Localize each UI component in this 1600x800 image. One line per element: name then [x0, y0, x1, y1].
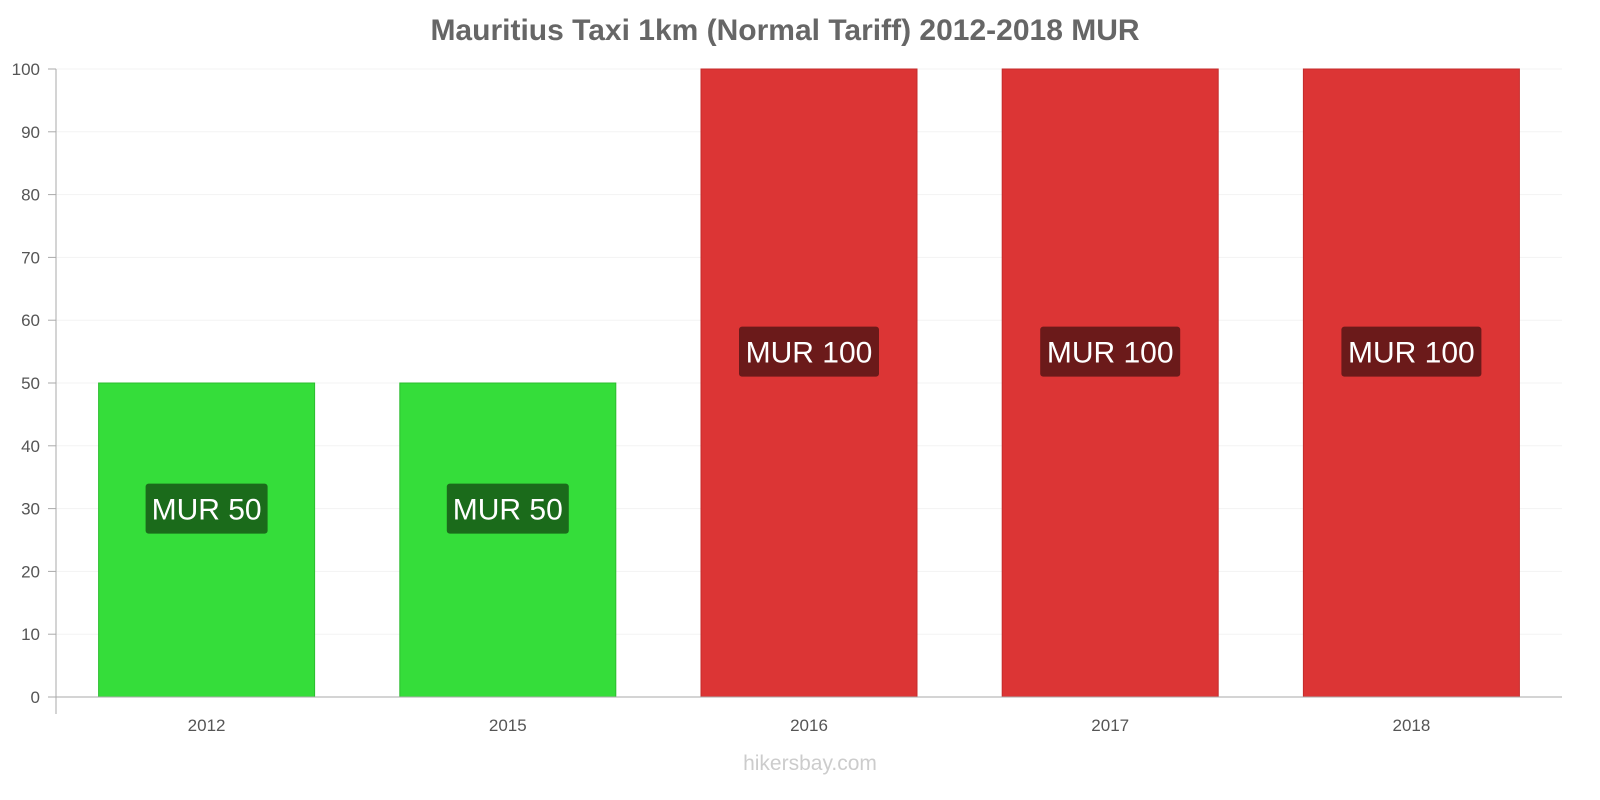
data-label-bg — [1040, 326, 1181, 377]
bar — [1302, 68, 1520, 698]
x-tick-label: 2016 — [790, 716, 828, 735]
data-label: MUR 100 — [1047, 337, 1174, 370]
y-tick-label: 80 — [21, 186, 40, 205]
data-label-bg — [1341, 326, 1482, 377]
y-tick-label: 100 — [12, 60, 40, 79]
bar — [1001, 68, 1219, 698]
y-tick-label: 60 — [21, 311, 40, 330]
y-tick-label: 40 — [21, 437, 40, 456]
x-tick-label: 2017 — [1091, 716, 1129, 735]
x-tick-label: 2012 — [188, 716, 226, 735]
y-tick-label: 0 — [31, 688, 40, 707]
data-label: MUR 50 — [453, 494, 563, 527]
chart-title: Mauritius Taxi 1km (Normal Tariff) 2012-… — [430, 14, 1140, 47]
x-tick-label: 2018 — [1392, 716, 1430, 735]
data-label-bg — [446, 483, 569, 534]
y-tick-label: 10 — [21, 625, 40, 644]
data-label-bg — [145, 483, 268, 534]
y-tick-label: 30 — [21, 500, 40, 519]
data-label: MUR 50 — [152, 494, 262, 527]
data-label-bg — [739, 326, 879, 377]
y-tick-label: 70 — [21, 248, 40, 267]
x-tick-label: 2015 — [489, 716, 527, 735]
y-tick-label: 90 — [21, 123, 40, 142]
data-label: MUR 100 — [1348, 337, 1475, 370]
y-tick-label: 20 — [21, 562, 40, 581]
bar — [399, 382, 617, 698]
bar — [700, 68, 918, 698]
bar — [98, 382, 316, 698]
y-tick-label: 50 — [21, 374, 40, 393]
data-label: MUR 100 — [746, 337, 873, 370]
credit-text: hikersbay.com — [743, 752, 877, 775]
